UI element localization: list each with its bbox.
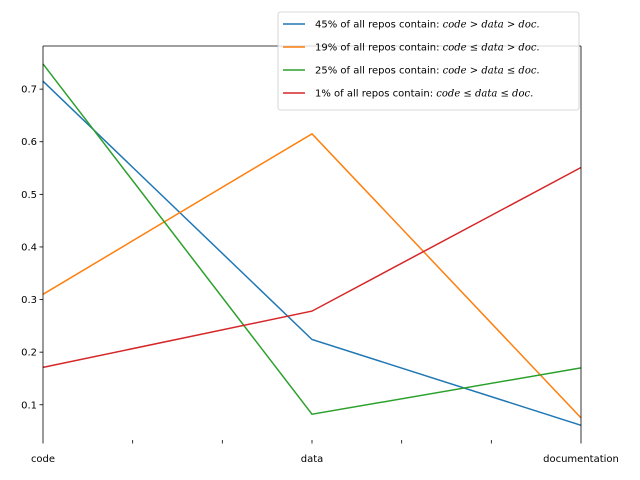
legend-entry-0: 45% of all repos contain: code > data > …	[315, 20, 540, 31]
legend-entry-3: 1% of all repos contain: code ≤ data ≤ d…	[315, 89, 533, 100]
y-tick-label-6: 0.7	[21, 85, 37, 96]
y-tick-label-1: 0.2	[21, 348, 37, 359]
legend: 45% of all repos contain: code > data > …	[277, 11, 580, 111]
y-tick-label-5: 0.6	[21, 137, 37, 148]
x-tick-label-2: documentation	[543, 454, 619, 465]
y-tick-label-2: 0.3	[21, 295, 37, 306]
legend-box	[277, 11, 580, 111]
y-tick-label-3: 0.4	[21, 242, 37, 253]
legend-entry-1: 19% of all repos contain: code ≤ data > …	[315, 43, 540, 54]
y-tick-label-4: 0.5	[21, 190, 37, 201]
x-tick-label-0: code	[31, 454, 55, 465]
legend-entry-2: 25% of all repos contain: code > data ≤ …	[315, 66, 540, 77]
series-layer	[42, 63, 582, 427]
x-tick-label-1: data	[301, 454, 324, 465]
y-tick-label-0: 0.1	[21, 400, 37, 411]
